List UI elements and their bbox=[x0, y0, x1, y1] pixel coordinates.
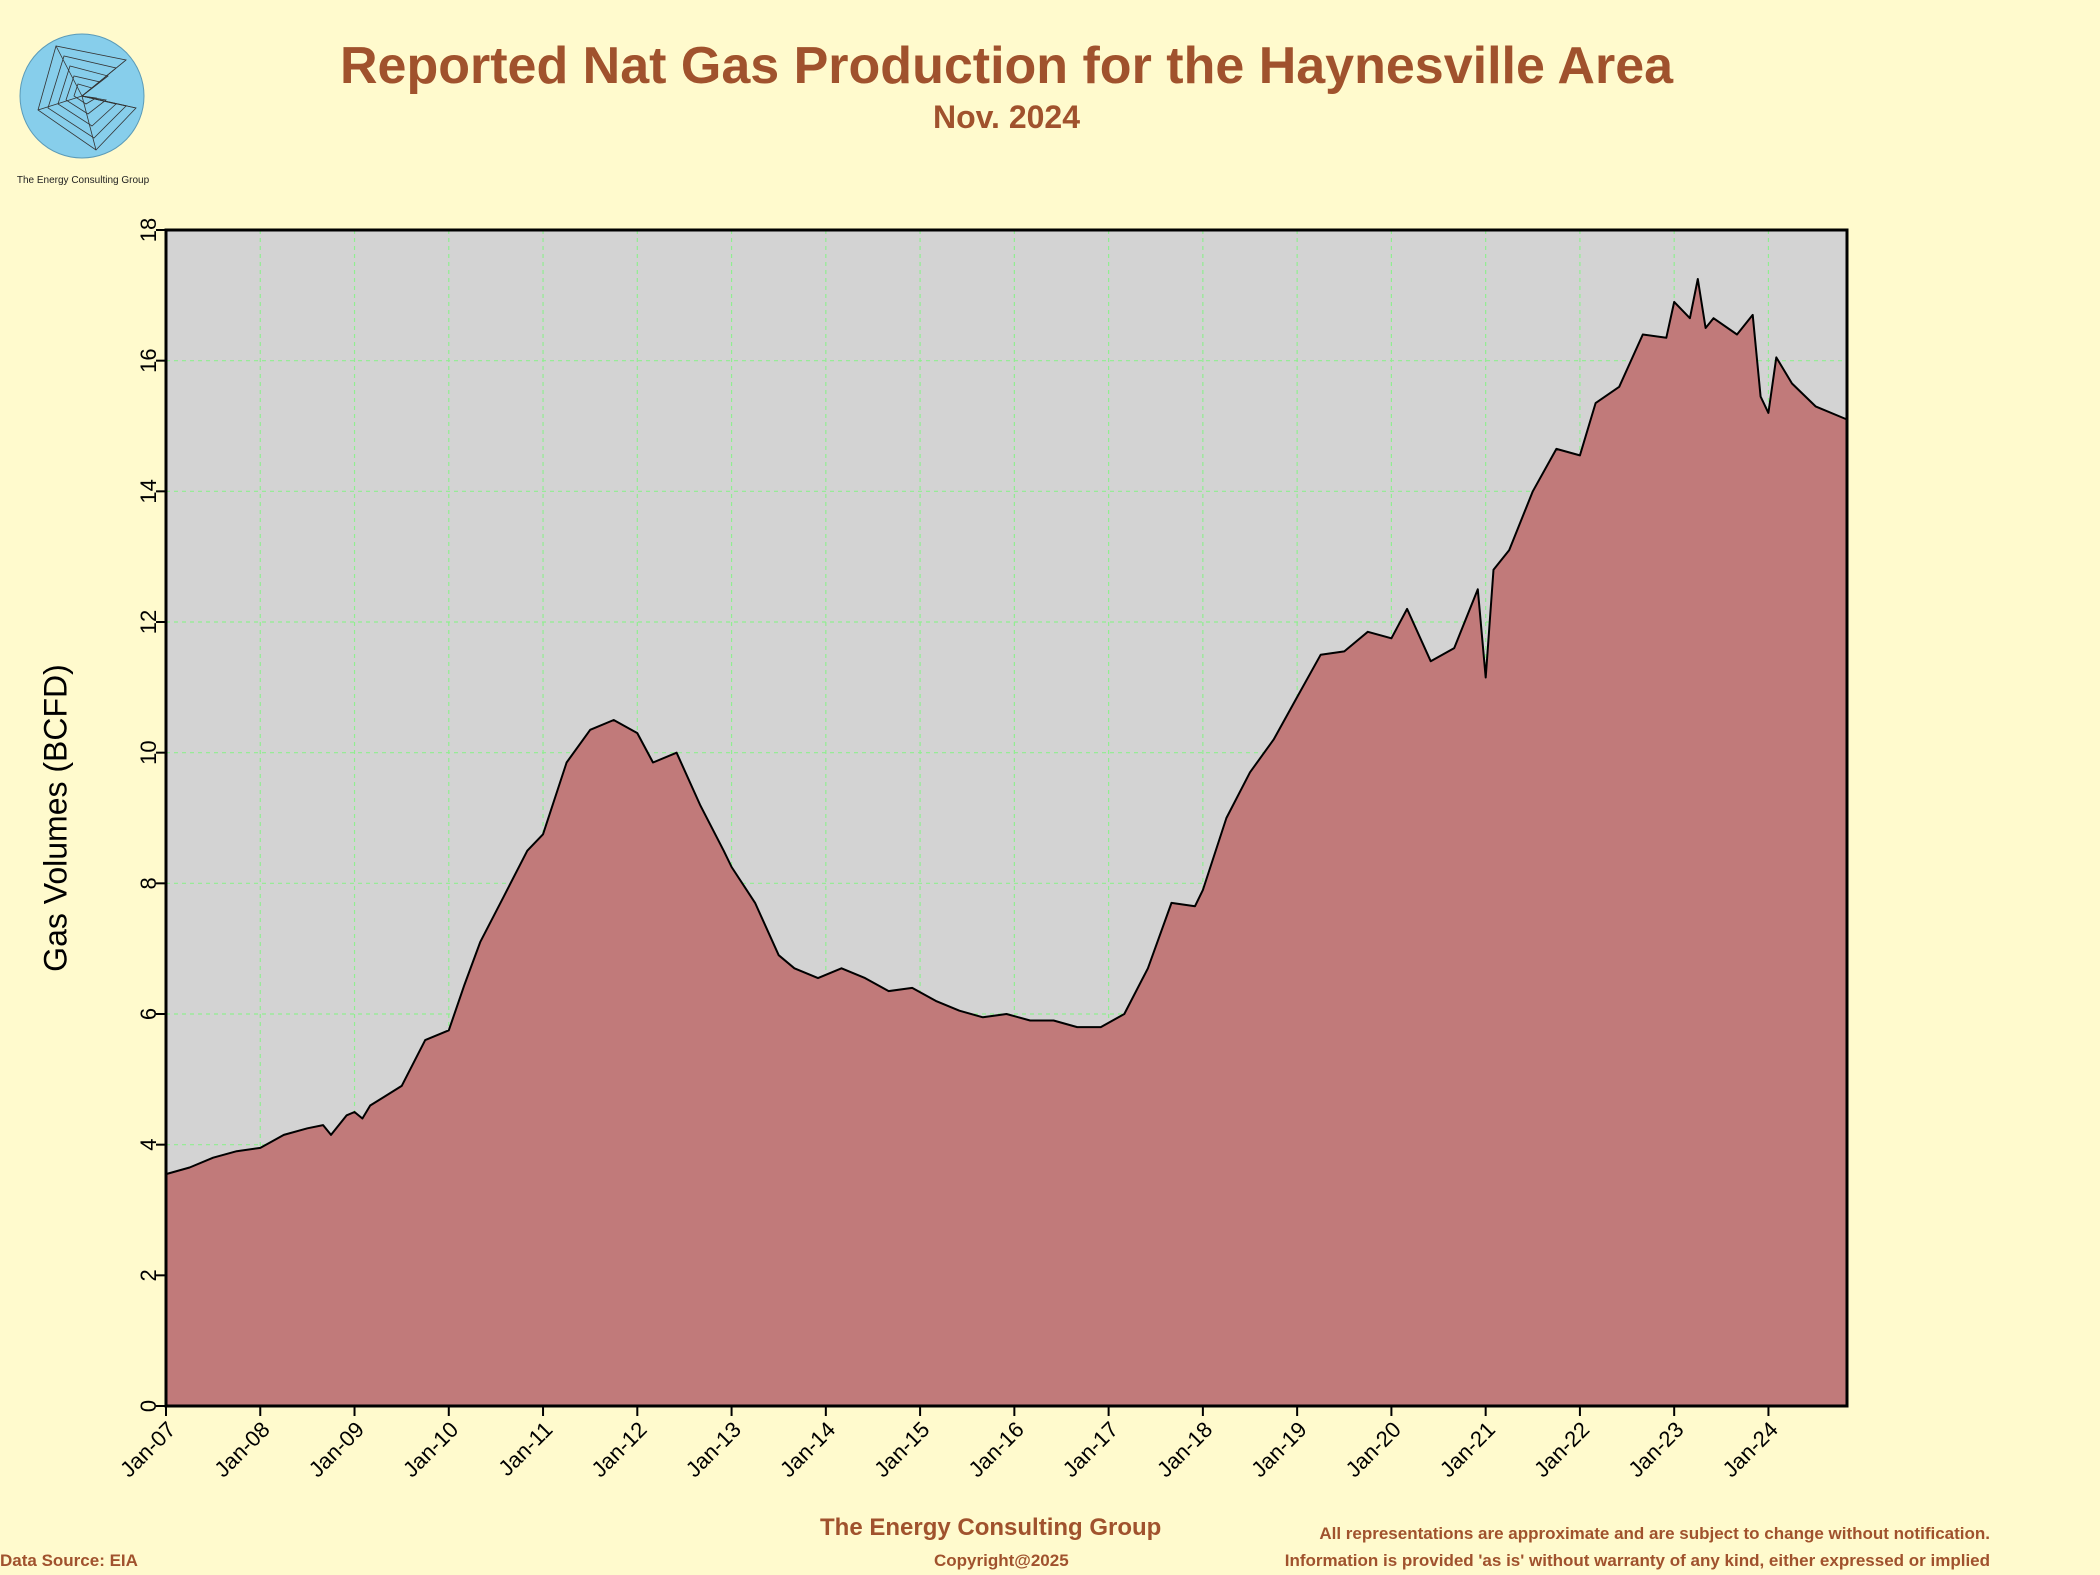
x-tick-label: Jan-09 bbox=[304, 1417, 369, 1482]
x-tick-label: Jan-12 bbox=[586, 1417, 651, 1482]
x-tick-label: Jan-07 bbox=[115, 1417, 180, 1482]
x-tick-label: Jan-23 bbox=[1623, 1417, 1688, 1482]
footer-disclaimer-line1: All representations are approximate and … bbox=[1319, 1524, 1990, 1543]
x-tick-label: Jan-22 bbox=[1529, 1417, 1594, 1482]
footer-copyright: Copyright@2025 bbox=[934, 1551, 1069, 1570]
y-tick-label: 8 bbox=[136, 877, 161, 889]
y-tick-label: 14 bbox=[136, 479, 161, 503]
y-tick-label: 16 bbox=[136, 348, 161, 372]
footer-data-source: Data Source: EIA bbox=[0, 1551, 138, 1570]
x-tick-label: Jan-10 bbox=[398, 1417, 463, 1482]
y-axis: 0 2 4 6 8 10 12 14 16 18 bbox=[136, 218, 166, 1412]
page-title: Reported Nat Gas Production for the Hayn… bbox=[339, 37, 1674, 95]
x-tick-label: Jan-08 bbox=[209, 1417, 274, 1482]
spiral-logo-icon bbox=[19, 33, 145, 159]
y-tick-label: 6 bbox=[136, 1008, 161, 1020]
x-tick-label: Jan-21 bbox=[1435, 1417, 1500, 1482]
y-tick-label: 18 bbox=[136, 218, 161, 242]
logo-caption: The Energy Consulting Group bbox=[16, 175, 150, 186]
y-tick-label: 0 bbox=[136, 1400, 161, 1412]
footer-disclaimer-line2: Information is provided 'as is' without … bbox=[1284, 1551, 1990, 1570]
x-tick-label: Jan-14 bbox=[775, 1417, 840, 1482]
x-tick-label: Jan-15 bbox=[869, 1417, 934, 1482]
company-logo bbox=[16, 20, 156, 190]
page-subtitle: Nov. 2024 bbox=[932, 99, 1081, 135]
y-tick-label: 4 bbox=[136, 1139, 161, 1151]
production-line bbox=[165, 278, 1848, 1176]
x-axis: Jan-07 Jan-08 Jan-09 Jan-10 Jan-11 Jan-12 Jan-… bbox=[115, 1406, 1783, 1482]
x-tick-label: Jan-13 bbox=[681, 1417, 746, 1482]
x-tick-label: Jan-18 bbox=[1152, 1417, 1217, 1482]
x-tick-label: Jan-20 bbox=[1341, 1417, 1406, 1482]
y-tick-label: 2 bbox=[136, 1269, 161, 1281]
y-tick-label: 12 bbox=[136, 610, 161, 634]
production-area bbox=[166, 279, 1847, 1406]
plot-frame bbox=[164, 228, 1849, 1408]
y-tick-label: 10 bbox=[136, 740, 161, 764]
y-axis-label: Gas Volumes (BCFD) bbox=[37, 664, 73, 972]
footer-company: The Energy Consulting Group bbox=[820, 1514, 1162, 1541]
x-tick-label: Jan-11 bbox=[493, 1417, 557, 1481]
x-tick-label: Jan-16 bbox=[964, 1417, 1029, 1482]
x-tick-label: Jan-19 bbox=[1246, 1417, 1311, 1482]
x-tick-label: Jan-17 bbox=[1058, 1417, 1123, 1482]
x-tick-label: Jan-24 bbox=[1718, 1417, 1783, 1482]
